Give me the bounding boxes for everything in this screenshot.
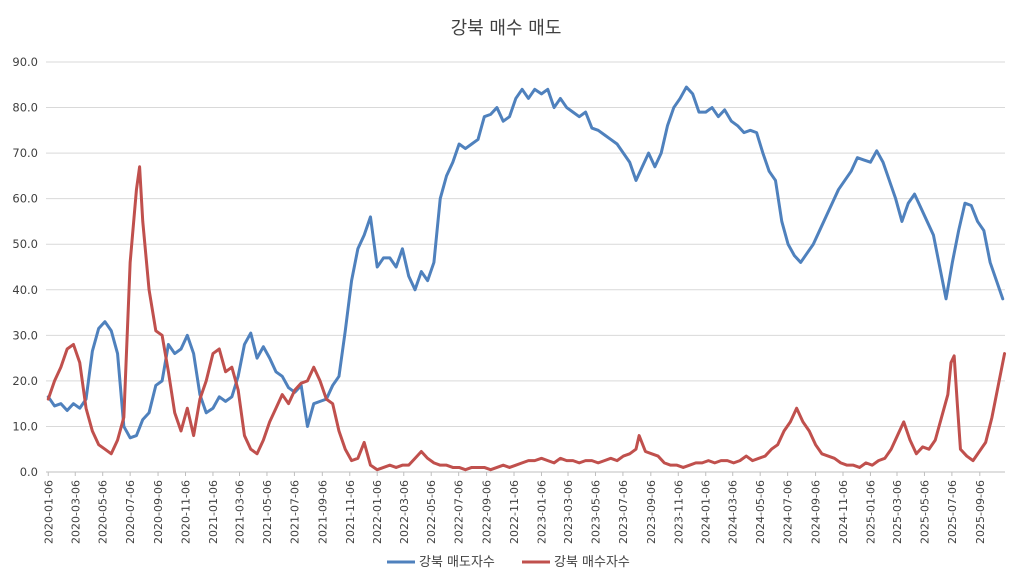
y-tick-label: 90.0 [12,55,38,69]
x-tick-label: 2020-03-06 [69,480,82,544]
series-line-1 [46,85,1005,440]
x-tick-label: 2022-01-06 [371,480,384,544]
x-tick-label: 2025-01-06 [864,480,877,544]
y-tick-label: 80.0 [12,101,38,115]
x-tick-label: 2025-09-06 [974,480,987,544]
y-tick-label: 60.0 [12,192,38,206]
legend-label: 강북 매도자수 [419,555,495,570]
legend: 강북 매도자수 강북 매수자수 [387,555,630,570]
x-tick-label: 2022-03-06 [398,480,411,544]
x-tick-label: 2022-05-06 [425,480,438,544]
x-tick-label: 2024-09-06 [810,480,823,544]
x-tick-label: 2020-05-06 [97,480,110,544]
x-tick-label: 2023-05-06 [589,480,602,544]
x-tick-label: 2025-07-06 [946,480,959,544]
x-tick-label: 2022-11-06 [508,480,521,544]
y-axis-ticks: 0.0 10.0 20.0 30.0 40.0 50.0 60.0 70.0 80.0 90.0 [12,55,38,479]
y-tick-label: 50.0 [12,237,38,251]
x-tick-label: 2021-11-06 [344,480,357,544]
x-tick-label: 2022-07-06 [453,480,466,544]
x-tick-label: 2025-05-06 [918,480,931,544]
x-tick-label: 2024-01-06 [700,480,713,544]
x-tick-label: 2020-07-06 [124,480,137,544]
y-tick-label: 10.0 [12,419,38,433]
x-tick-label: 2021-01-06 [207,480,220,544]
x-tick-label: 2023-07-06 [617,480,630,544]
y-tick-label: 30.0 [12,328,38,342]
x-tick-label: 2024-05-06 [754,480,767,544]
y-tick-label: 70.0 [12,146,38,160]
y-tick-label: 20.0 [12,374,38,388]
x-axis-ticks: 2020-01-06 2020-03-06 2020-05-06 2020-07-06… [42,472,987,544]
y-tick-label: 40.0 [12,283,38,297]
x-tick-label: 2020-01-06 [42,480,55,544]
x-tick-label: 2023-11-06 [672,480,685,544]
legend-label: 강북 매수자수 [554,555,630,570]
x-tick-label: 2021-03-06 [234,480,247,544]
x-tick-label: 2021-05-06 [261,480,274,544]
series-line-2 [46,165,1007,472]
x-tick-label: 2023-01-06 [535,480,548,544]
x-tick-label: 2024-11-06 [837,480,850,544]
chart-title: 강북 매수 매도 [451,18,562,39]
x-tick-label: 2023-03-06 [562,480,575,544]
x-tick-label: 2021-09-06 [316,480,329,544]
x-tick-label: 2024-03-06 [727,480,740,544]
series-lines [46,85,1007,472]
gridlines [46,61,1005,473]
y-tick-label: 0.0 [20,465,38,479]
x-tick-label: 2020-09-06 [152,480,165,544]
x-tick-label: 2022-09-06 [481,480,494,544]
x-tick-label: 2024-07-06 [782,480,795,544]
x-tick-label: 2020-11-06 [180,480,193,544]
x-tick-label: 2025-03-06 [891,480,904,544]
x-tick-label: 2023-09-06 [645,480,658,544]
x-tick-label: 2021-07-06 [288,480,301,544]
